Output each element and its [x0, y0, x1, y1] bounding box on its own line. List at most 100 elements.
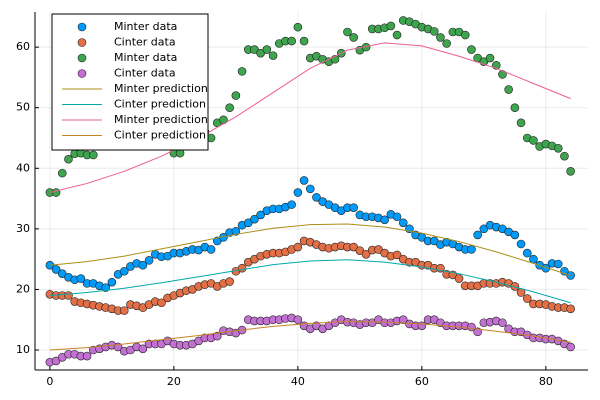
point — [566, 167, 575, 176]
point — [516, 239, 526, 249]
point — [560, 151, 569, 161]
legend-label: Minter data — [114, 51, 177, 64]
line — [49, 259, 571, 304]
point — [392, 30, 402, 40]
point — [250, 214, 259, 224]
point — [516, 118, 526, 128]
point — [299, 176, 309, 185]
y-tick-label: 50 — [16, 101, 30, 114]
point — [293, 22, 303, 32]
point — [262, 45, 272, 54]
legend-marker — [77, 38, 87, 47]
x-tick-label: 20 — [167, 375, 181, 388]
point — [212, 331, 222, 341]
legend-marker — [77, 22, 87, 32]
point — [510, 103, 520, 113]
legend-label: Cinter prediction — [114, 129, 206, 142]
point — [566, 304, 575, 314]
point — [51, 265, 61, 274]
point — [144, 256, 154, 265]
point — [76, 274, 86, 283]
line — [49, 223, 571, 276]
point — [522, 248, 532, 258]
point — [64, 154, 73, 164]
point — [107, 277, 117, 287]
point — [566, 342, 575, 352]
point — [485, 53, 495, 63]
point — [522, 294, 532, 303]
point — [349, 203, 358, 212]
x-tick-label: 60 — [415, 375, 429, 388]
legend-label: Cinter data — [114, 67, 176, 80]
point — [305, 184, 315, 194]
point — [392, 250, 402, 260]
x-tick-label: 0 — [46, 375, 53, 388]
point — [553, 259, 563, 269]
point — [88, 150, 98, 160]
y-tick-label: 40 — [16, 161, 30, 174]
point — [361, 250, 371, 259]
point — [237, 263, 247, 273]
point — [225, 103, 234, 113]
point — [256, 210, 265, 220]
point — [529, 136, 538, 145]
y-tick-label: 20 — [16, 282, 30, 295]
point — [287, 200, 296, 209]
point — [82, 351, 92, 361]
point — [293, 315, 303, 325]
point — [504, 85, 513, 94]
point — [460, 30, 470, 40]
point — [293, 188, 303, 197]
point — [343, 27, 352, 37]
line — [49, 321, 571, 351]
point — [293, 242, 303, 252]
legend-label: Cinter data — [114, 36, 176, 49]
point — [529, 254, 538, 264]
point — [510, 230, 520, 240]
y-tick-label: 60 — [16, 40, 30, 53]
point — [417, 321, 427, 331]
point — [206, 245, 216, 254]
point — [473, 230, 482, 240]
point — [467, 45, 476, 54]
x-tick-label: 40 — [291, 375, 305, 388]
legend-box — [51, 13, 209, 151]
point — [553, 143, 563, 153]
legend-label: Minter prediction — [114, 113, 208, 126]
point — [436, 33, 445, 42]
point — [51, 188, 61, 197]
point — [231, 226, 241, 236]
point — [138, 260, 148, 270]
legend-label: Minter data — [114, 20, 177, 33]
legend-marker — [77, 53, 87, 63]
point — [380, 215, 389, 225]
point — [119, 266, 129, 276]
point — [57, 168, 67, 178]
point — [225, 277, 234, 286]
legend-label: Cinter prediction — [114, 98, 206, 111]
point — [138, 344, 148, 354]
point — [442, 39, 451, 48]
y-tick-label: 30 — [16, 222, 30, 235]
point — [299, 36, 309, 46]
point — [392, 212, 402, 222]
point — [119, 306, 129, 315]
point — [398, 218, 408, 228]
line — [49, 42, 571, 193]
point — [398, 315, 408, 325]
point — [498, 318, 507, 328]
point — [231, 91, 241, 100]
point — [157, 298, 166, 308]
x-tick-label: 80 — [539, 375, 553, 388]
legend-label: Minter prediction — [114, 82, 208, 95]
y-tick-label: 10 — [16, 343, 30, 356]
point — [454, 274, 464, 283]
point — [268, 51, 278, 60]
point — [312, 193, 321, 202]
point — [64, 291, 73, 300]
point — [386, 21, 396, 31]
point — [429, 27, 439, 36]
point — [237, 67, 247, 76]
legend-marker — [77, 69, 87, 78]
